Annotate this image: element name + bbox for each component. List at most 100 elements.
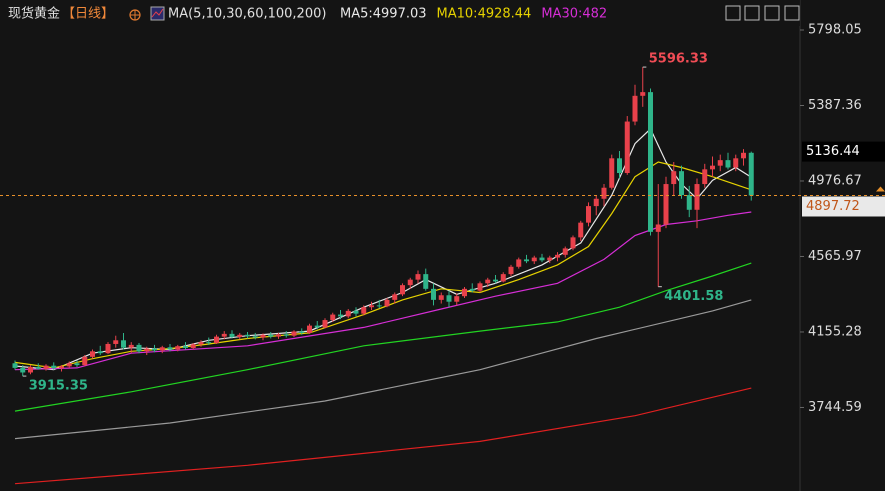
candle-body xyxy=(252,336,258,338)
legend-entry: MA10:4928.44 xyxy=(437,7,532,22)
candle-body xyxy=(159,347,165,351)
candle-body xyxy=(51,365,57,369)
candle-body xyxy=(640,92,646,96)
title: 现货黄金 xyxy=(8,6,60,22)
candle-body xyxy=(508,266,514,275)
candle-body xyxy=(539,257,545,261)
legend-entry: MA30:482 xyxy=(541,7,607,22)
tool-icon[interactable] xyxy=(725,5,741,21)
ma-line xyxy=(14,211,752,371)
candle-body xyxy=(276,334,281,337)
candle-body xyxy=(260,334,266,338)
candle-body xyxy=(400,285,405,295)
candle-body xyxy=(477,283,483,291)
price-label: 5136.44 xyxy=(806,144,860,159)
candle-body xyxy=(330,314,336,321)
candle-body xyxy=(97,351,103,354)
y-tick-label: 4155.28 xyxy=(808,324,862,339)
candle-body xyxy=(516,259,522,267)
tool-icon[interactable] xyxy=(764,5,780,21)
candle-body xyxy=(190,344,196,349)
price-box xyxy=(802,196,885,217)
candle-body xyxy=(322,320,328,328)
candle-body xyxy=(144,348,150,352)
candle-body xyxy=(671,171,677,185)
candle-body xyxy=(648,92,653,232)
candle-body xyxy=(438,295,444,300)
candle-body xyxy=(500,274,506,282)
candle-body xyxy=(469,288,475,291)
ma-icon-line xyxy=(151,8,164,18)
price-label: 4897.72 xyxy=(806,199,860,214)
annotation: 5596.33 xyxy=(649,52,708,67)
candle-body xyxy=(167,347,173,350)
annotation: 4401.58 xyxy=(664,289,723,304)
candle-body xyxy=(82,356,88,366)
candle-body xyxy=(733,158,739,168)
price-box xyxy=(802,141,885,162)
candle-body xyxy=(314,325,320,328)
ma-line xyxy=(14,262,752,412)
tool-icon[interactable] xyxy=(784,5,800,21)
candle-body xyxy=(105,343,111,354)
candle-body xyxy=(485,279,491,284)
candle-body xyxy=(20,367,26,373)
candle-body xyxy=(361,307,367,314)
candle-body xyxy=(725,160,731,168)
y-tick-label: 4565.97 xyxy=(808,249,862,264)
candle-body xyxy=(28,366,33,373)
candle-body xyxy=(35,366,41,369)
candle-body xyxy=(663,184,669,225)
candle-body xyxy=(624,121,630,174)
candle-body xyxy=(423,274,429,289)
price-marker xyxy=(876,186,885,192)
header-bg xyxy=(0,0,800,26)
candle-body xyxy=(121,340,126,348)
candle-body xyxy=(632,95,638,122)
candle-body xyxy=(710,165,715,170)
candle-body xyxy=(702,169,708,185)
candle-body xyxy=(268,334,274,337)
candle-body xyxy=(136,344,142,352)
candle-body xyxy=(655,224,661,232)
legend-entry: MA5:4997.03 xyxy=(340,7,427,22)
candle-body xyxy=(493,279,498,282)
candle-body xyxy=(299,331,305,333)
candle-body xyxy=(694,184,700,210)
candle-body xyxy=(376,305,382,307)
candle-body xyxy=(593,198,599,207)
candle-body xyxy=(524,259,529,262)
candle-body xyxy=(547,257,553,261)
candle-body xyxy=(454,296,460,302)
candle-body xyxy=(446,295,452,302)
candle-body xyxy=(407,279,413,286)
candle-body xyxy=(291,331,297,336)
candle-body xyxy=(307,325,312,333)
candle-body xyxy=(66,363,72,367)
annotation: 3915.35 xyxy=(29,379,88,394)
candle-body xyxy=(74,363,80,366)
candle-body xyxy=(578,222,584,238)
candle-body xyxy=(369,305,374,308)
ma-label: MA(5,10,30,60,100,200) xyxy=(168,7,326,22)
ma-line xyxy=(14,387,752,485)
candle-body xyxy=(617,158,622,174)
candle-body xyxy=(609,158,615,188)
candle-body xyxy=(415,274,421,280)
candle-body xyxy=(562,248,568,255)
candle-body xyxy=(741,152,746,159)
y-tick-label: 5798.05 xyxy=(808,22,862,37)
candle-body xyxy=(392,294,398,300)
candle-body xyxy=(748,152,754,196)
candle-body xyxy=(431,288,436,300)
tool-icon[interactable] xyxy=(744,5,760,21)
candle-body xyxy=(59,366,64,369)
candle-body xyxy=(462,288,467,297)
candle-body xyxy=(717,160,723,166)
candle-body xyxy=(353,310,359,314)
candle-body xyxy=(128,344,134,348)
y-tick-label: 5387.36 xyxy=(808,98,862,113)
candle-body xyxy=(175,346,181,350)
